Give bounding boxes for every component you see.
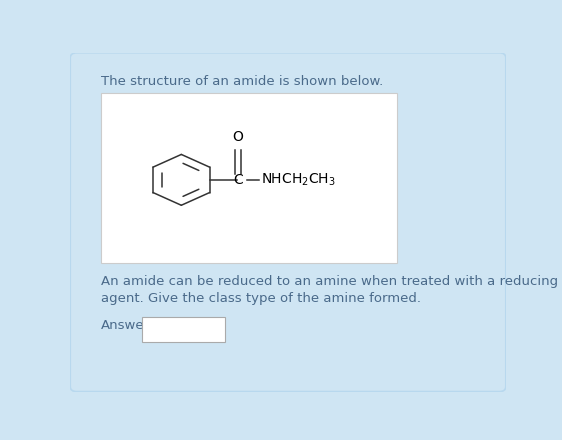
FancyBboxPatch shape (70, 53, 506, 392)
Text: agent. Give the class type of the amine formed.: agent. Give the class type of the amine … (101, 292, 421, 304)
Text: O: O (233, 130, 243, 144)
Bar (142, 317, 225, 342)
Text: C: C (233, 173, 243, 187)
Text: NHCH$_2$CH$_3$: NHCH$_2$CH$_3$ (261, 172, 336, 188)
Bar (101, 93, 397, 263)
Text: An amide can be reduced to an amine when treated with a reducing: An amide can be reduced to an amine when… (101, 275, 558, 288)
Text: The structure of an amide is shown below.: The structure of an amide is shown below… (101, 75, 383, 88)
Text: Answer:: Answer: (101, 319, 154, 332)
